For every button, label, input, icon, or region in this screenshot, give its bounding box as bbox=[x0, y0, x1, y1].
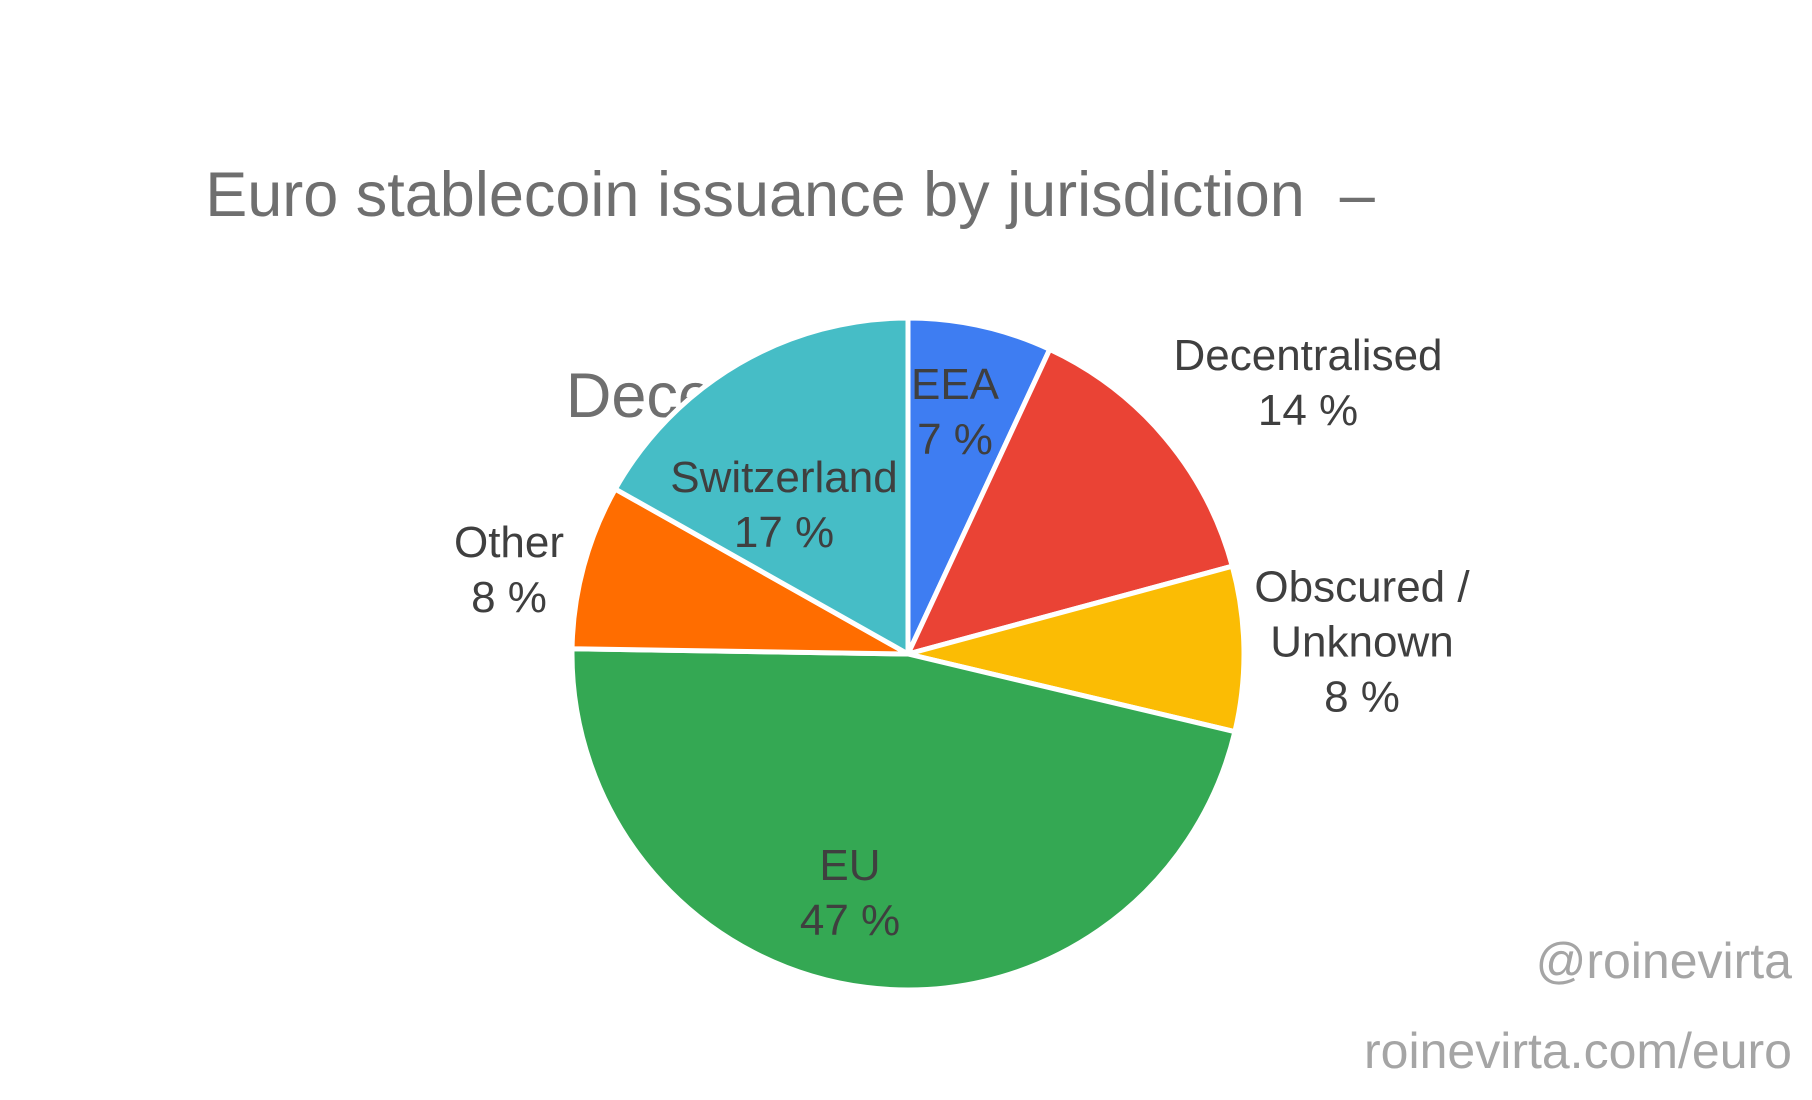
source-url: roinevirta.com/euro bbox=[1364, 1023, 1792, 1079]
pie-slice-switzerland bbox=[612, 315, 911, 657]
author-handle: @roinevirta bbox=[1535, 933, 1792, 989]
slice-label-decentralised: Decentralised 14 % bbox=[1173, 331, 1443, 435]
pie-slice-eea bbox=[905, 315, 1053, 657]
slice-label-eea: EEA 7 % bbox=[910, 360, 1000, 464]
pie-slice-decentralised bbox=[905, 346, 1235, 657]
chart-title-line1: Euro stablecoin issuance by jurisdiction… bbox=[205, 160, 1375, 230]
pie-slice-obscured-unknown bbox=[905, 563, 1247, 735]
slice-label-switzerland: Switzerland 17 % bbox=[670, 453, 898, 557]
pie-slice-other bbox=[569, 486, 911, 657]
slice-label-other: Other 8 % bbox=[453, 518, 565, 622]
slice-label-eu: EU 47 % bbox=[799, 841, 901, 945]
pie-slice-eu bbox=[569, 646, 1238, 993]
slice-label-obscured-unknown: Obscured / Unknown 8 % bbox=[1254, 562, 1470, 722]
